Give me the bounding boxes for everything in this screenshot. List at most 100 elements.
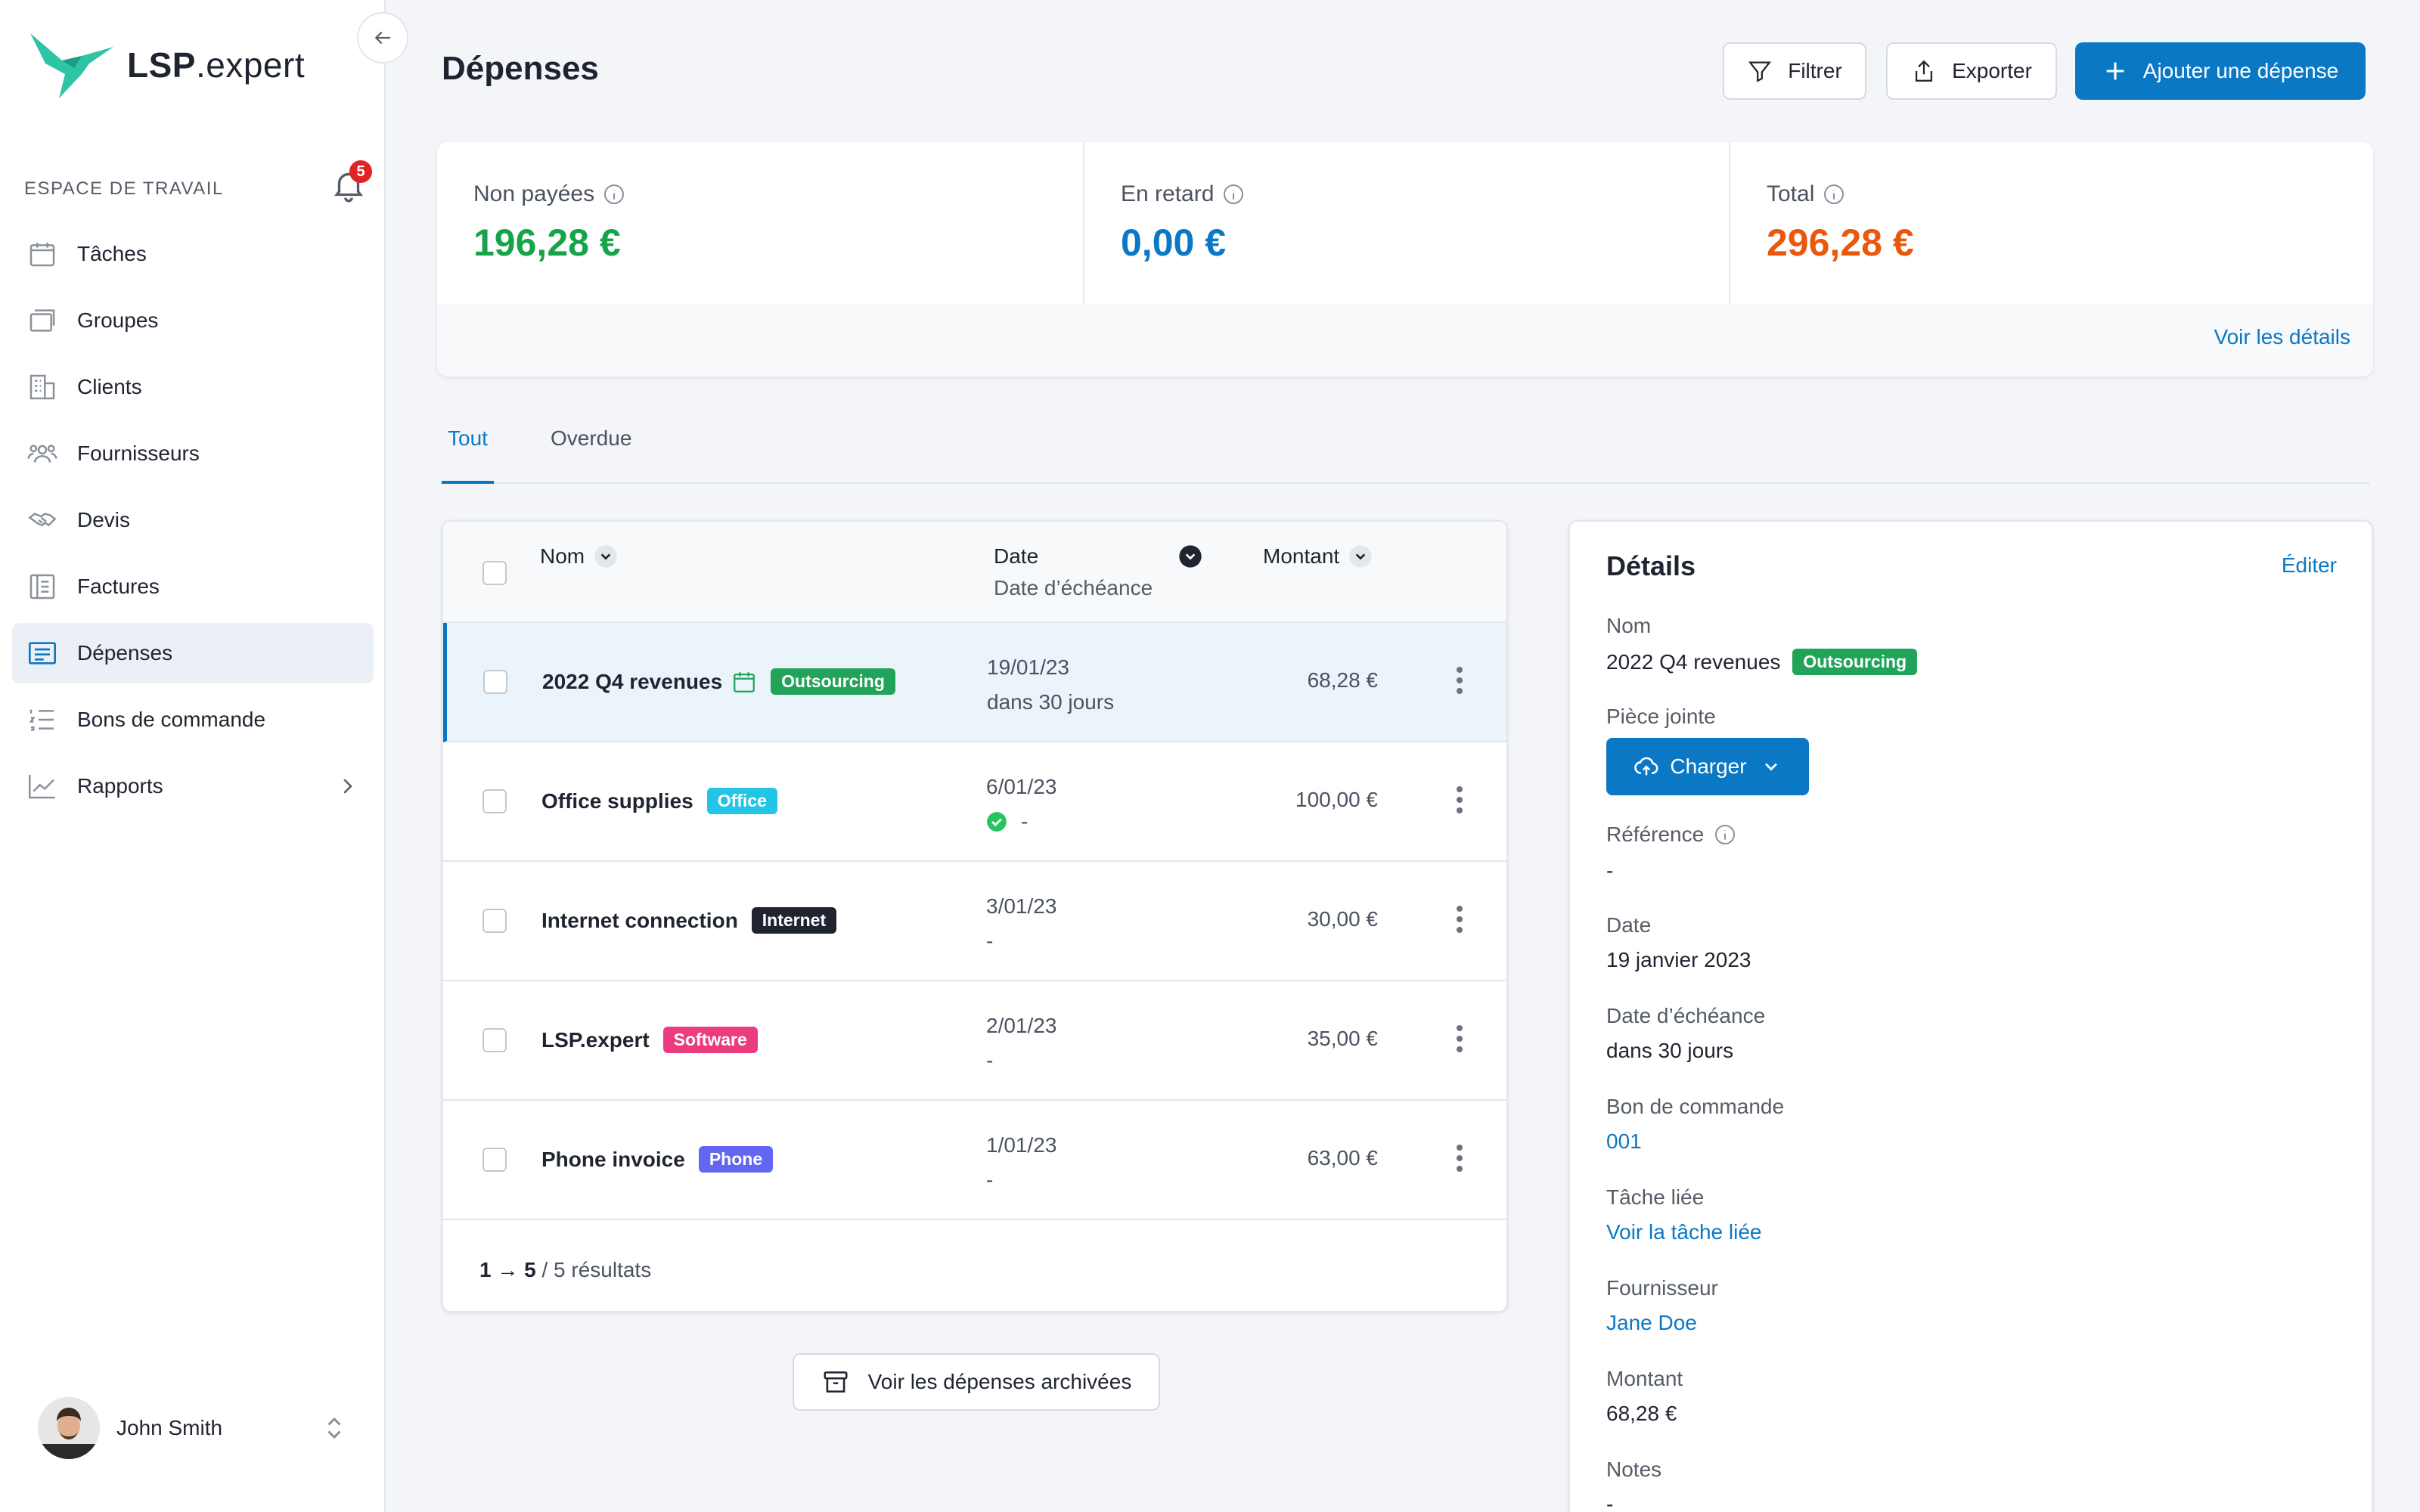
notification-badge: 5 bbox=[349, 160, 372, 183]
avatar bbox=[38, 1397, 100, 1459]
unpaid-value: 196,28 € bbox=[473, 222, 621, 264]
upload-button[interactable]: Charger bbox=[1606, 738, 1809, 795]
bird-logo-icon bbox=[30, 33, 113, 98]
table-row[interactable]: Office supplies Office 6/01/23 - 100,00 … bbox=[443, 742, 1506, 862]
users-icon bbox=[27, 445, 57, 463]
sidebar: LSP.expert ESPACE DE TRAVAIL 5 Tâches Gr… bbox=[0, 0, 386, 1512]
add-expense-button[interactable]: Ajouter une dépense bbox=[2075, 42, 2366, 100]
list-icon bbox=[29, 709, 54, 731]
row-checkbox[interactable] bbox=[482, 789, 507, 813]
row-date: 2/01/23 bbox=[986, 1014, 1057, 1037]
row-checkbox[interactable] bbox=[482, 1028, 507, 1052]
col-name-header[interactable]: Nom bbox=[540, 544, 618, 569]
col-name-label: Nom bbox=[540, 544, 585, 568]
summary-footer: Voir les détails bbox=[437, 304, 2373, 376]
folders-icon bbox=[29, 309, 55, 332]
sidebar-item-rapports[interactable]: Rapports bbox=[12, 756, 374, 816]
row-checkbox[interactable] bbox=[482, 909, 507, 933]
row-name: Phone invoice bbox=[541, 1147, 685, 1171]
summary-total: Total 296,28 € bbox=[1729, 142, 2373, 304]
amount-value: 68,28 € bbox=[1606, 1402, 1677, 1425]
sidebar-item-clients[interactable]: Clients bbox=[12, 357, 374, 417]
row-due: - bbox=[1021, 810, 1028, 833]
sidebar-item-label: Groupes bbox=[77, 308, 159, 332]
row-amount: 100,00 € bbox=[1295, 788, 1378, 811]
share-icon bbox=[1916, 60, 1933, 82]
pagination-info: 1 → 5 / 5 résultats bbox=[479, 1258, 651, 1282]
sidebar-item-groupes[interactable]: Groupes bbox=[12, 290, 374, 351]
supplier-link[interactable]: Jane Doe bbox=[1606, 1311, 1697, 1334]
table-row[interactable]: LSP.expert Software 2/01/23 - 35,00 € bbox=[443, 981, 1506, 1101]
more-vertical-icon[interactable] bbox=[1455, 1143, 1464, 1173]
export-button[interactable]: Exporter bbox=[1886, 42, 2057, 100]
view-details-link[interactable]: Voir les détails bbox=[2214, 325, 2350, 349]
logo[interactable]: LSP.expert bbox=[29, 30, 305, 100]
name-value: 2022 Q4 revenues bbox=[1606, 649, 1781, 674]
attachment-label: Pièce jointe bbox=[1606, 705, 1716, 728]
sidebar-item-devis[interactable]: Devis bbox=[12, 490, 374, 550]
summary-unpaid: Non payées 196,28 € bbox=[437, 142, 1083, 304]
date-value: 19 janvier 2023 bbox=[1606, 948, 1751, 971]
edit-link[interactable]: Éditer bbox=[2281, 553, 2337, 577]
table-row[interactable]: 2022 Q4 revenues Outsourcing 19/01/23 da… bbox=[443, 623, 1506, 742]
table-row[interactable]: Internet connection Internet 3/01/23 - 3… bbox=[443, 862, 1506, 981]
sidebar-item-label: Tâches bbox=[77, 242, 147, 265]
summary-overdue: En retard 0,00 € bbox=[1083, 142, 1729, 304]
row-amount: 68,28 € bbox=[1307, 668, 1378, 692]
po-link[interactable]: 001 bbox=[1606, 1129, 1642, 1153]
overdue-label: En retard bbox=[1121, 181, 1215, 206]
select-all-checkbox[interactable] bbox=[482, 561, 507, 585]
row-checkbox[interactable] bbox=[483, 670, 507, 694]
cloud-upload-icon bbox=[1634, 757, 1658, 776]
pager-total: / 5 résultats bbox=[541, 1258, 652, 1281]
sidebar-item-depenses[interactable]: Dépenses bbox=[12, 623, 374, 683]
row-name: 2022 Q4 revenues bbox=[542, 669, 723, 693]
row-amount: 35,00 € bbox=[1307, 1027, 1378, 1050]
notes-value: - bbox=[1606, 1492, 1614, 1512]
info-icon[interactable] bbox=[1221, 182, 1246, 206]
row-due: - bbox=[986, 1049, 994, 1072]
view-archived-button[interactable]: Voir les dépenses archivées bbox=[793, 1353, 1160, 1411]
name-label: Nom bbox=[1606, 614, 1652, 637]
sidebar-item-taches[interactable]: Tâches bbox=[12, 224, 374, 284]
sidebar-item-factures[interactable]: Factures bbox=[12, 556, 374, 617]
col-amount-header[interactable]: Montant bbox=[1263, 544, 1373, 569]
more-vertical-icon[interactable] bbox=[1455, 904, 1464, 934]
info-icon[interactable] bbox=[1713, 823, 1737, 847]
task-link[interactable]: Voir la tâche liée bbox=[1606, 1220, 1762, 1244]
check-circle-icon bbox=[987, 812, 1007, 832]
sidebar-item-label: Dépenses bbox=[77, 641, 173, 665]
tab-overdue[interactable]: Overdue bbox=[551, 426, 632, 450]
chevron-down-icon bbox=[1764, 763, 1777, 771]
col-date-header[interactable]: Date bbox=[994, 544, 1038, 569]
archive-icon bbox=[824, 1371, 848, 1393]
brand-rest: .expert bbox=[195, 45, 306, 85]
table-row[interactable]: Phone invoice Phone 1/01/23 - 63,00 € bbox=[443, 1101, 1506, 1220]
tabs: Tout Overdue bbox=[442, 408, 2370, 484]
info-icon[interactable] bbox=[1822, 182, 1846, 206]
pager-range: 1 → 5 bbox=[479, 1258, 536, 1281]
row-name: LSP.expert bbox=[541, 1027, 650, 1052]
more-vertical-icon[interactable] bbox=[1455, 1024, 1464, 1054]
sidebar-item-bons-de-commande[interactable]: Bons de commande bbox=[12, 689, 374, 750]
sidebar-item-fournisseurs[interactable]: Fournisseurs bbox=[12, 423, 374, 484]
expenses-table: Nom Date Date d’échéance Montant 2022 Q4… bbox=[442, 520, 1508, 1312]
chevron-down-active-icon[interactable] bbox=[1178, 544, 1202, 569]
chart-icon bbox=[29, 775, 55, 799]
info-icon[interactable] bbox=[602, 182, 626, 206]
more-vertical-icon[interactable] bbox=[1455, 785, 1464, 815]
tab-tout[interactable]: Tout bbox=[442, 426, 494, 484]
table-header: Nom Date Date d’échéance Montant bbox=[443, 522, 1506, 623]
filter-button[interactable]: Filtrer bbox=[1723, 42, 1866, 100]
collapse-sidebar-button[interactable] bbox=[357, 12, 408, 64]
more-vertical-icon[interactable] bbox=[1455, 665, 1464, 696]
row-checkbox[interactable] bbox=[482, 1148, 507, 1172]
details-panel: Détails Éditer Nom 2022 Q4 revenues Outs… bbox=[1568, 520, 2373, 1512]
expenses-icon bbox=[29, 642, 56, 665]
row-date: 19/01/23 bbox=[987, 655, 1069, 679]
sidebar-item-label: Factures bbox=[77, 575, 160, 598]
row-due: - bbox=[986, 1168, 994, 1191]
row-date: 6/01/23 bbox=[986, 775, 1057, 798]
row-name: Office supplies bbox=[541, 789, 693, 813]
user-menu[interactable]: John Smith bbox=[38, 1397, 348, 1459]
